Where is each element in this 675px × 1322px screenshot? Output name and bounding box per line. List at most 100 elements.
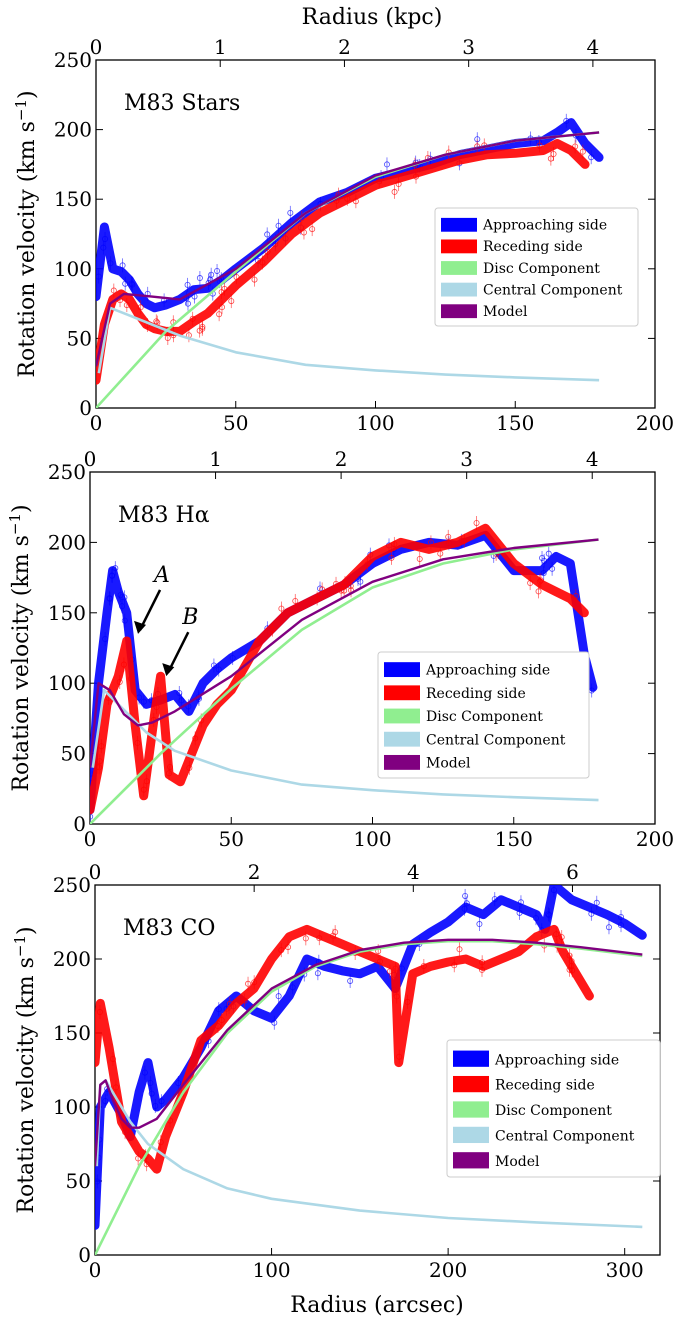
data-point <box>404 998 411 1005</box>
data-point <box>191 293 198 300</box>
data-point <box>516 909 523 916</box>
x-tick-label: 100 <box>356 411 394 435</box>
data-point <box>536 142 543 149</box>
data-point <box>476 921 483 928</box>
legend-swatch <box>441 217 477 232</box>
data-point <box>420 962 427 969</box>
data-point <box>537 577 544 584</box>
data-point <box>316 935 323 942</box>
data-point <box>535 588 542 595</box>
y-tick-label: 50 <box>61 742 86 766</box>
top-tick-label: 3 <box>462 35 475 59</box>
data-point <box>102 235 109 242</box>
data-point <box>96 1009 103 1016</box>
data-point <box>143 1161 150 1168</box>
data-point <box>137 304 144 311</box>
data-point <box>314 970 321 977</box>
data-point <box>553 931 560 938</box>
data-point <box>579 148 586 155</box>
legend-entry: Receding side <box>426 686 526 702</box>
data-point <box>376 178 383 185</box>
top-tick-label: 0 <box>89 860 102 884</box>
legend-entry: Approaching side <box>482 218 607 234</box>
data-point <box>558 934 565 941</box>
annotation-arrow <box>138 589 162 631</box>
data-point <box>184 281 191 288</box>
model-series <box>96 131 600 367</box>
data-point <box>383 161 390 168</box>
legend-entry: Approaching side <box>425 663 550 679</box>
top-tick-label: 0 <box>90 35 103 59</box>
data-point <box>215 1006 222 1013</box>
data-point <box>539 554 546 561</box>
y-tick-label: 100 <box>48 671 86 695</box>
legend-swatch <box>453 1075 489 1093</box>
data-point <box>112 565 119 572</box>
data-point <box>123 302 130 309</box>
top-tick-label: 2 <box>248 860 261 884</box>
data-point <box>233 274 240 281</box>
data-point <box>377 958 384 965</box>
data-point <box>147 1079 154 1086</box>
legend-swatch <box>441 282 477 297</box>
data-point <box>391 540 398 547</box>
panel-title: M83 Stars <box>124 91 240 116</box>
data-point <box>278 605 285 612</box>
data-point <box>134 739 141 746</box>
data-point <box>143 778 150 785</box>
legend-entry: Model <box>426 756 471 772</box>
legend: Approaching side Receding side Disc Compon… <box>434 207 639 327</box>
disc-component-series <box>90 538 599 824</box>
data-point <box>96 273 102 280</box>
data-point <box>275 222 282 229</box>
y-axis-label: Rotation velocity (km s−1) <box>11 926 39 1213</box>
y-axis-label: Rotation velocity (km s−1) <box>6 504 34 791</box>
data-point <box>545 550 552 557</box>
data-point <box>122 1129 129 1136</box>
data-point <box>461 905 468 912</box>
y-tick-label: 150 <box>48 601 86 625</box>
plot-area <box>90 515 599 824</box>
x-tick-label: 0 <box>90 411 103 435</box>
data-point <box>148 1090 155 1097</box>
data-point <box>219 304 226 311</box>
data-point <box>175 1080 182 1087</box>
data-point <box>102 636 109 643</box>
annotation-b: B <box>181 605 198 630</box>
legend-swatch <box>441 261 477 275</box>
data-point <box>462 892 469 899</box>
top-tick-label: 6 <box>566 860 579 884</box>
data-point <box>251 979 258 986</box>
legend-entry: Central Component <box>426 732 566 748</box>
data-point <box>396 1053 403 1060</box>
data-point <box>216 311 223 318</box>
data-point <box>210 662 217 669</box>
data-point <box>271 1019 278 1026</box>
top-tick-label: 2 <box>335 447 348 471</box>
data-point <box>413 173 420 180</box>
y-tick-label: 150 <box>53 1021 91 1045</box>
panel-title: M83 Hα <box>118 503 210 528</box>
data-point <box>215 666 222 673</box>
y-tick-label: 0 <box>78 1243 91 1267</box>
x-tick-label: 200 <box>636 827 674 851</box>
data-point <box>568 963 575 970</box>
data-point <box>341 587 348 594</box>
data-point <box>121 617 128 624</box>
data-point <box>128 280 135 287</box>
legend-entry: Disc Component <box>426 709 543 725</box>
top-tick-label: 4 <box>407 860 420 884</box>
top-tick-label: 1 <box>214 35 227 59</box>
data-point <box>605 924 612 931</box>
data-point <box>141 1069 148 1076</box>
annotation-arrowhead <box>134 620 147 634</box>
data-point <box>221 285 228 292</box>
x-tick-label: 100 <box>252 1258 290 1282</box>
data-point <box>226 1000 233 1007</box>
legend-entry: Disc Component <box>483 261 600 277</box>
data-point <box>540 570 547 577</box>
top-xlabel: Radius (kpc) <box>302 5 443 30</box>
data-point <box>456 946 463 953</box>
x-tick-label: 200 <box>636 411 674 435</box>
